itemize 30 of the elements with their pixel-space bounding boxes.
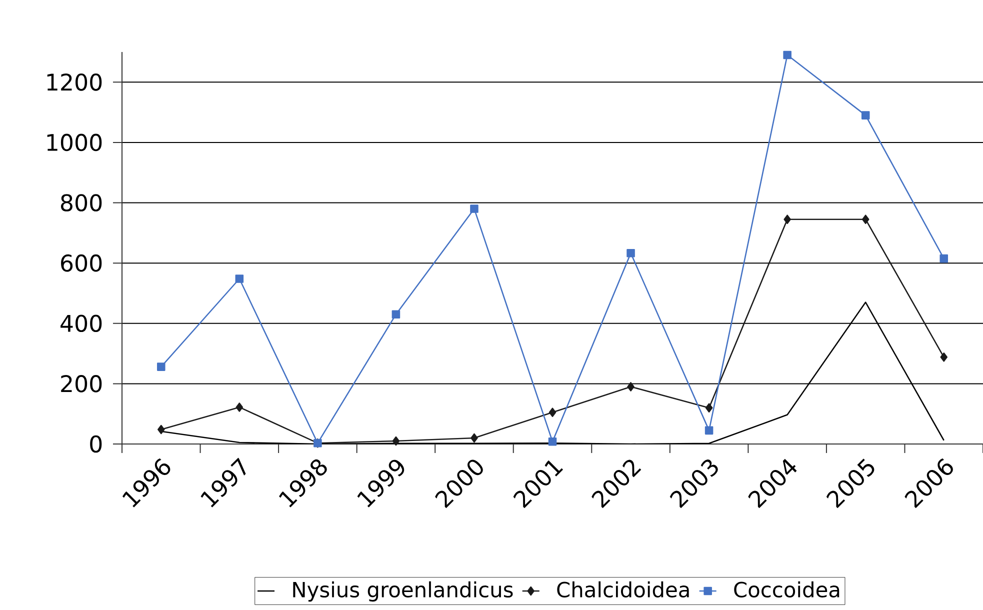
point: [235, 274, 244, 283]
point: [940, 352, 948, 362]
y-tick-label: 600: [61, 254, 102, 272]
point: [704, 426, 714, 435]
point: [940, 254, 948, 263]
legend-label: Coccoidea: [734, 581, 840, 598]
legend-label: Chalcidoidea: [557, 581, 689, 598]
point: [861, 111, 870, 120]
point: [627, 382, 634, 392]
y-tick-label: 0: [90, 435, 102, 453]
point: [783, 50, 792, 60]
point: [548, 408, 556, 417]
point: [470, 433, 478, 443]
point: [392, 436, 400, 446]
point: [548, 437, 557, 446]
point: [158, 424, 165, 434]
point: [157, 362, 166, 371]
y-tick-label: 1000: [47, 134, 102, 152]
point: [705, 403, 713, 412]
y-tick-label: 1200: [47, 73, 102, 91]
y-tick-label: 800: [60, 194, 102, 212]
point: [626, 248, 635, 258]
y-tick-label: 200: [61, 375, 102, 392]
point: [470, 204, 478, 213]
point: [236, 402, 244, 412]
legend-label: Nysius groenlandicus: [293, 581, 513, 602]
y-tick-label: 400: [60, 314, 102, 332]
point: [392, 310, 400, 318]
point: [862, 214, 870, 224]
point: [784, 214, 791, 224]
